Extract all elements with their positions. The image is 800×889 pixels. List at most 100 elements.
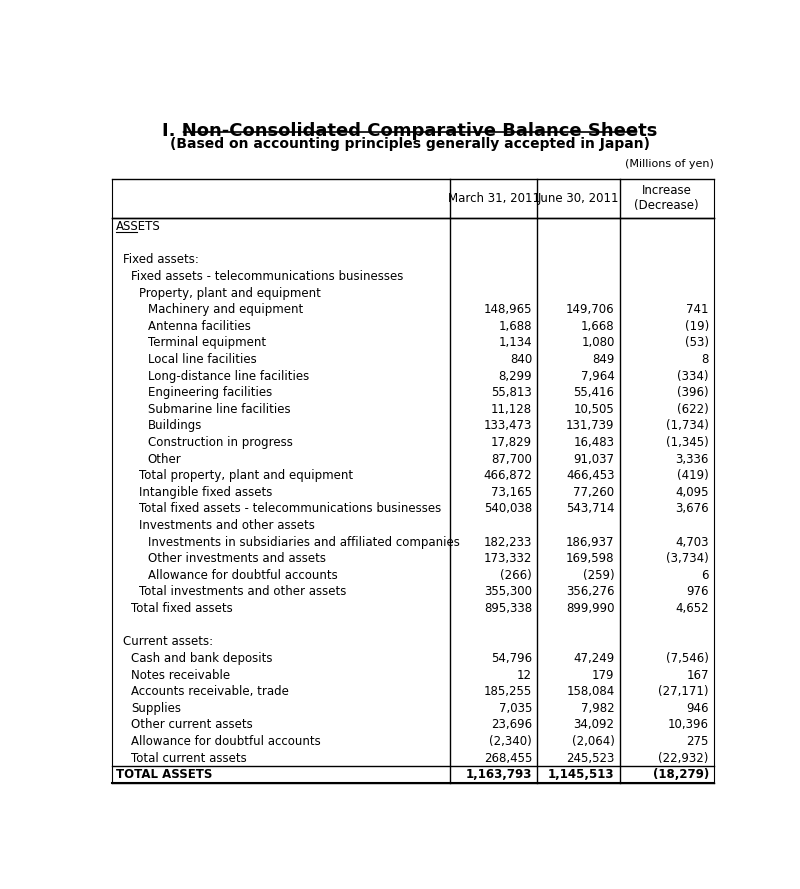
Text: Engineering facilities: Engineering facilities — [148, 386, 272, 399]
Text: 1,668: 1,668 — [581, 320, 614, 332]
Text: 8: 8 — [702, 353, 709, 366]
Text: (7,546): (7,546) — [666, 652, 709, 665]
Text: (1,734): (1,734) — [666, 420, 709, 432]
Text: 840: 840 — [510, 353, 532, 366]
Text: 355,300: 355,300 — [484, 586, 532, 598]
Text: (27,171): (27,171) — [658, 685, 709, 698]
Text: 169,598: 169,598 — [566, 552, 614, 565]
Text: Buildings: Buildings — [148, 420, 202, 432]
Text: 895,338: 895,338 — [484, 602, 532, 615]
Text: 17,829: 17,829 — [491, 436, 532, 449]
Text: March 31, 2011: March 31, 2011 — [448, 192, 540, 204]
Text: 275: 275 — [686, 735, 709, 748]
Text: (22,932): (22,932) — [658, 751, 709, 765]
Text: Investments and other assets: Investments and other assets — [139, 519, 315, 532]
Text: (3,734): (3,734) — [666, 552, 709, 565]
Text: Other current assets: Other current assets — [131, 718, 253, 732]
Text: 1,080: 1,080 — [582, 336, 614, 349]
Text: (2,064): (2,064) — [572, 735, 614, 748]
Text: 6: 6 — [702, 569, 709, 582]
Text: Other investments and assets: Other investments and assets — [148, 552, 326, 565]
Text: 182,233: 182,233 — [484, 536, 532, 549]
Text: Allowance for doubtful accounts: Allowance for doubtful accounts — [131, 735, 321, 748]
Text: 1,134: 1,134 — [498, 336, 532, 349]
Text: Terminal equipment: Terminal equipment — [148, 336, 266, 349]
Text: 73,165: 73,165 — [491, 485, 532, 499]
Text: 173,332: 173,332 — [484, 552, 532, 565]
Text: Property, plant and equipment: Property, plant and equipment — [139, 286, 321, 300]
Text: 1,688: 1,688 — [498, 320, 532, 332]
Text: Total fixed assets: Total fixed assets — [131, 602, 233, 615]
Text: (396): (396) — [678, 386, 709, 399]
Text: 54,796: 54,796 — [491, 652, 532, 665]
Text: 149,706: 149,706 — [566, 303, 614, 316]
Text: 47,249: 47,249 — [574, 652, 614, 665]
Text: 268,455: 268,455 — [484, 751, 532, 765]
Text: ASSETS: ASSETS — [115, 220, 160, 233]
Text: 8,299: 8,299 — [498, 370, 532, 382]
Text: 946: 946 — [686, 701, 709, 715]
Text: Total property, plant and equipment: Total property, plant and equipment — [139, 469, 353, 482]
Text: 7,982: 7,982 — [581, 701, 614, 715]
Text: Notes receivable: Notes receivable — [131, 669, 230, 682]
Text: 4,652: 4,652 — [675, 602, 709, 615]
Text: 186,937: 186,937 — [566, 536, 614, 549]
Text: June 30, 2011: June 30, 2011 — [538, 192, 619, 204]
Text: (Millions of yen): (Millions of yen) — [625, 159, 714, 170]
Text: (622): (622) — [677, 403, 709, 416]
Text: 23,696: 23,696 — [491, 718, 532, 732]
Text: 4,095: 4,095 — [675, 485, 709, 499]
Text: Supplies: Supplies — [131, 701, 181, 715]
Text: Intangible fixed assets: Intangible fixed assets — [139, 485, 273, 499]
Text: Current assets:: Current assets: — [123, 636, 213, 648]
Text: (19): (19) — [685, 320, 709, 332]
Text: 55,813: 55,813 — [491, 386, 532, 399]
Text: (18,279): (18,279) — [653, 768, 709, 781]
Text: Construction in progress: Construction in progress — [148, 436, 293, 449]
Text: 133,473: 133,473 — [484, 420, 532, 432]
Text: Other: Other — [148, 453, 182, 466]
Text: Total current assets: Total current assets — [131, 751, 246, 765]
Text: 55,416: 55,416 — [574, 386, 614, 399]
Text: I. Non-Consolidated Comparative Balance Sheets: I. Non-Consolidated Comparative Balance … — [162, 122, 658, 140]
Text: 131,739: 131,739 — [566, 420, 614, 432]
Text: Submarine line facilities: Submarine line facilities — [148, 403, 290, 416]
Text: Machinery and equipment: Machinery and equipment — [148, 303, 303, 316]
Text: 185,255: 185,255 — [484, 685, 532, 698]
Text: 91,037: 91,037 — [574, 453, 614, 466]
Text: (Based on accounting principles generally accepted in Japan): (Based on accounting principles generall… — [170, 137, 650, 151]
Text: (1,345): (1,345) — [666, 436, 709, 449]
Text: 976: 976 — [686, 586, 709, 598]
Text: 3,676: 3,676 — [675, 502, 709, 516]
Text: 158,084: 158,084 — [566, 685, 614, 698]
Text: (259): (259) — [583, 569, 614, 582]
Text: 4,703: 4,703 — [675, 536, 709, 549]
Text: 245,523: 245,523 — [566, 751, 614, 765]
Text: (266): (266) — [500, 569, 532, 582]
Text: 34,092: 34,092 — [574, 718, 614, 732]
Text: 16,483: 16,483 — [574, 436, 614, 449]
Text: Cash and bank deposits: Cash and bank deposits — [131, 652, 273, 665]
Text: 466,872: 466,872 — [483, 469, 532, 482]
Text: Fixed assets:: Fixed assets: — [123, 253, 199, 267]
Text: 356,276: 356,276 — [566, 586, 614, 598]
Text: 1,145,513: 1,145,513 — [548, 768, 614, 781]
Text: 543,714: 543,714 — [566, 502, 614, 516]
Text: (2,340): (2,340) — [490, 735, 532, 748]
Text: Local line facilities: Local line facilities — [148, 353, 257, 366]
Text: 167: 167 — [686, 669, 709, 682]
Text: 148,965: 148,965 — [484, 303, 532, 316]
Text: 179: 179 — [592, 669, 614, 682]
Text: Investments in subsidiaries and affiliated companies: Investments in subsidiaries and affiliat… — [148, 536, 460, 549]
Text: 540,038: 540,038 — [484, 502, 532, 516]
Text: (334): (334) — [678, 370, 709, 382]
Text: (53): (53) — [685, 336, 709, 349]
Text: 3,336: 3,336 — [675, 453, 709, 466]
Text: 899,990: 899,990 — [566, 602, 614, 615]
Text: Long-distance line facilities: Long-distance line facilities — [148, 370, 309, 382]
Text: 7,035: 7,035 — [498, 701, 532, 715]
Text: Increase
(Decrease): Increase (Decrease) — [634, 184, 699, 212]
Text: Total investments and other assets: Total investments and other assets — [139, 586, 346, 598]
Text: 741: 741 — [686, 303, 709, 316]
Text: Allowance for doubtful accounts: Allowance for doubtful accounts — [148, 569, 338, 582]
